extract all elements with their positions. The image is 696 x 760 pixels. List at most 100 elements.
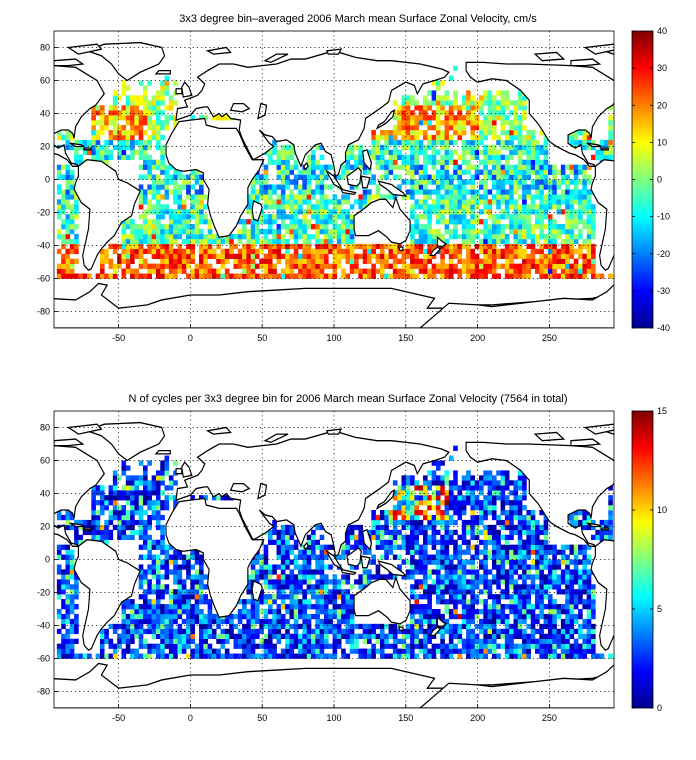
heatmap-cell bbox=[155, 263, 161, 269]
heatmap-cell bbox=[112, 110, 118, 116]
heatmap-cell bbox=[328, 273, 333, 279]
heatmap-cell bbox=[582, 253, 588, 259]
heatmap-cell bbox=[298, 604, 303, 610]
heatmap-cell bbox=[155, 209, 161, 215]
heatmap-cell bbox=[423, 648, 428, 654]
heatmap-cell bbox=[315, 618, 320, 625]
heatmap-cell bbox=[423, 653, 428, 659]
heatmap-cell bbox=[65, 139, 71, 146]
heatmap-cell bbox=[457, 653, 463, 659]
heatmap-cell bbox=[560, 189, 566, 195]
heatmap-cell bbox=[319, 564, 325, 570]
heatmap-cell bbox=[216, 495, 221, 501]
heatmap-cell bbox=[569, 248, 575, 255]
heatmap-cell bbox=[504, 584, 510, 590]
heatmap-cell bbox=[405, 139, 411, 146]
heatmap-cell bbox=[341, 194, 346, 200]
heatmap-cell bbox=[311, 214, 316, 220]
heatmap-cell bbox=[289, 584, 295, 590]
heatmap-cell bbox=[259, 219, 264, 225]
heatmap-cell bbox=[479, 248, 484, 255]
heatmap-cell bbox=[56, 164, 62, 170]
heatmap-cell bbox=[500, 618, 506, 625]
heatmap-cell bbox=[267, 263, 273, 269]
heatmap-cell bbox=[491, 229, 497, 235]
heatmap-cell bbox=[543, 263, 549, 269]
heatmap-cell bbox=[168, 554, 174, 560]
heatmap-cell bbox=[168, 648, 174, 654]
heatmap-cell bbox=[392, 110, 398, 116]
heatmap-cell bbox=[461, 594, 467, 600]
heatmap-cell bbox=[423, 144, 428, 151]
heatmap-cell bbox=[474, 480, 480, 486]
heatmap-cell bbox=[130, 490, 135, 496]
heatmap-cell bbox=[504, 115, 510, 121]
heatmap-cell bbox=[250, 618, 256, 625]
heatmap-cell bbox=[147, 579, 152, 585]
heatmap-cell bbox=[375, 134, 381, 141]
heatmap-cell bbox=[427, 594, 432, 600]
heatmap-cell bbox=[323, 233, 329, 240]
heatmap-cell bbox=[431, 134, 437, 141]
heatmap-cell bbox=[186, 233, 191, 240]
heatmap-cell bbox=[99, 653, 105, 659]
heatmap-cell bbox=[199, 233, 204, 240]
heatmap-cell bbox=[500, 90, 506, 96]
heatmap-cell bbox=[147, 589, 152, 595]
heatmap-cell bbox=[95, 144, 101, 151]
heatmap-cell bbox=[491, 485, 497, 491]
heatmap-cell bbox=[431, 460, 437, 466]
heatmap-cell bbox=[311, 169, 316, 175]
heatmap-cell bbox=[453, 574, 458, 580]
heatmap-cell bbox=[147, 514, 152, 521]
heatmap-cell bbox=[435, 559, 441, 565]
heatmap-cell bbox=[384, 554, 389, 560]
heatmap-cell bbox=[573, 174, 579, 180]
heatmap-cell bbox=[435, 599, 441, 605]
heatmap-cell bbox=[263, 194, 269, 200]
heatmap-cell bbox=[143, 618, 148, 625]
heatmap-cell bbox=[125, 480, 131, 486]
heatmap-cell bbox=[423, 154, 428, 160]
heatmap-cell bbox=[147, 169, 152, 175]
heatmap-cell bbox=[500, 534, 506, 540]
heatmap-cell bbox=[453, 549, 458, 555]
heatmap-cell bbox=[401, 263, 407, 269]
heatmap-cell bbox=[302, 219, 308, 225]
heatmap-cell bbox=[65, 258, 71, 264]
heatmap-cell bbox=[216, 633, 221, 639]
heatmap-cell bbox=[177, 219, 183, 225]
heatmap-cell bbox=[250, 628, 256, 635]
heatmap-cell bbox=[121, 534, 127, 540]
heatmap-cell bbox=[121, 268, 127, 274]
heatmap-cell bbox=[440, 154, 445, 160]
heatmap-cell bbox=[448, 139, 454, 146]
heatmap-cell bbox=[483, 164, 488, 170]
heatmap-cell bbox=[509, 519, 514, 526]
heatmap-cell bbox=[151, 584, 157, 590]
heatmap-cell bbox=[457, 268, 463, 274]
heatmap-cell bbox=[444, 653, 450, 659]
heatmap-cell bbox=[496, 579, 501, 585]
heatmap-cell bbox=[319, 633, 325, 639]
heatmap-cell bbox=[328, 214, 333, 220]
heatmap-cell bbox=[552, 199, 557, 205]
heatmap-cell bbox=[272, 199, 277, 205]
heatmap-cell bbox=[410, 559, 415, 565]
heatmap-cell bbox=[147, 105, 152, 111]
heatmap-cell bbox=[151, 564, 157, 570]
heatmap-cell bbox=[483, 253, 488, 259]
heatmap-cell bbox=[194, 559, 200, 565]
heatmap-cell bbox=[466, 643, 471, 649]
heatmap-cell bbox=[448, 480, 454, 486]
heatmap-cell bbox=[147, 539, 152, 545]
heatmap-cell bbox=[552, 258, 557, 264]
heatmap-cell bbox=[293, 174, 299, 180]
heatmap-cell bbox=[216, 618, 221, 625]
heatmap-cell bbox=[513, 253, 519, 259]
heatmap-cell bbox=[496, 574, 501, 580]
heatmap-cell bbox=[87, 139, 92, 146]
heatmap-cell bbox=[112, 648, 118, 654]
heatmap-cell bbox=[164, 105, 170, 111]
heatmap-cell bbox=[246, 243, 252, 250]
